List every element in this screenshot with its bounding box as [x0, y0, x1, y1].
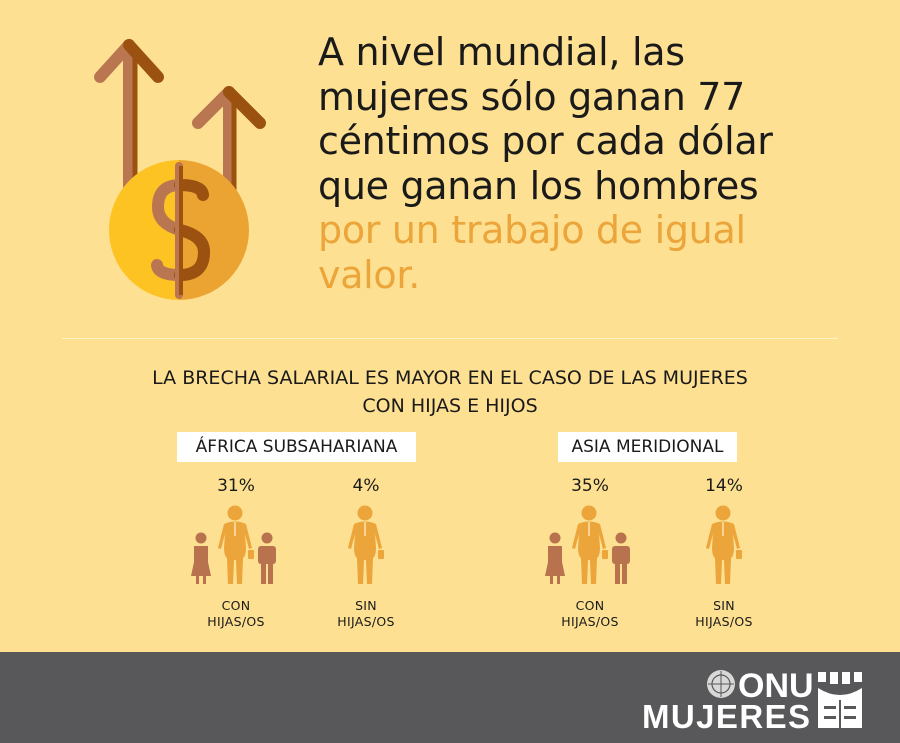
subtitle: LA BRECHA SALARIAL ES MAYOR EN EL CASO D… [0, 364, 900, 420]
asia-without-children: 14% SIN HIJAS/OS [664, 476, 784, 630]
subtitle-line: LA BRECHA SALARIAL ES MAYOR EN EL CASO D… [152, 367, 748, 389]
woman-icon [706, 505, 742, 584]
label-line: HIJAS/OS [695, 614, 753, 629]
headline-accent-line: valor. [318, 252, 420, 297]
headline-line: que ganan los hombres [318, 163, 759, 208]
subtitle-line: CON HIJAS E HIJOS [362, 395, 538, 417]
arrows-up-icon [94, 39, 266, 196]
label-line: CON [221, 598, 251, 613]
logo-onu: ONU [738, 667, 814, 705]
region-label-asia: ASIA MERIDIONAL [558, 432, 737, 462]
africa-without-children: 4% SIN HIJAS/OS [306, 476, 426, 630]
asia-with-children: 35% CON HIJAS/OS [530, 476, 650, 630]
woman-icon [348, 505, 384, 584]
family-icon [545, 505, 630, 584]
percentage: 4% [352, 476, 380, 496]
headline-line: céntimos por cada dólar [318, 119, 773, 163]
family-icon [191, 505, 276, 584]
headline-accent-line: por un trabajo de igual [318, 208, 746, 252]
label-line: HIJAS/OS [561, 614, 619, 629]
headline-line: A nivel mundial, las [318, 30, 685, 74]
category-label: CON HIJAS/OS [176, 598, 296, 630]
headline: A nivel mundial, las mujeres sólo ganan … [318, 30, 773, 297]
percentage: 31% [217, 476, 255, 496]
headline-line: mujeres sólo ganan 77 [318, 74, 746, 119]
category-label: SIN HIJAS/OS [664, 598, 784, 630]
un-women-symbol-icon [818, 672, 862, 728]
logo-mujeres: MUJERES [642, 698, 810, 730]
category-label: CON HIJAS/OS [530, 598, 650, 630]
africa-with-children: 31% CON HIJAS/OS [176, 476, 296, 630]
money-growth-icon [94, 39, 266, 300]
percentage: 35% [571, 476, 609, 496]
un-emblem-icon [707, 670, 735, 698]
dollar-coin-icon [109, 160, 249, 300]
un-women-logo: ONU MUJERES [642, 667, 862, 730]
label-line: SIN [355, 598, 377, 613]
percentage: 14% [705, 476, 743, 496]
region-label-africa: ÁFRICA SUBSAHARIANA [177, 432, 416, 462]
label-line: SIN [713, 598, 735, 613]
label-line: HIJAS/OS [337, 614, 395, 629]
category-label: SIN HIJAS/OS [306, 598, 426, 630]
divider [62, 338, 838, 339]
label-line: CON [575, 598, 605, 613]
footer: ONU MUJERES [0, 652, 900, 743]
label-line: HIJAS/OS [207, 614, 265, 629]
